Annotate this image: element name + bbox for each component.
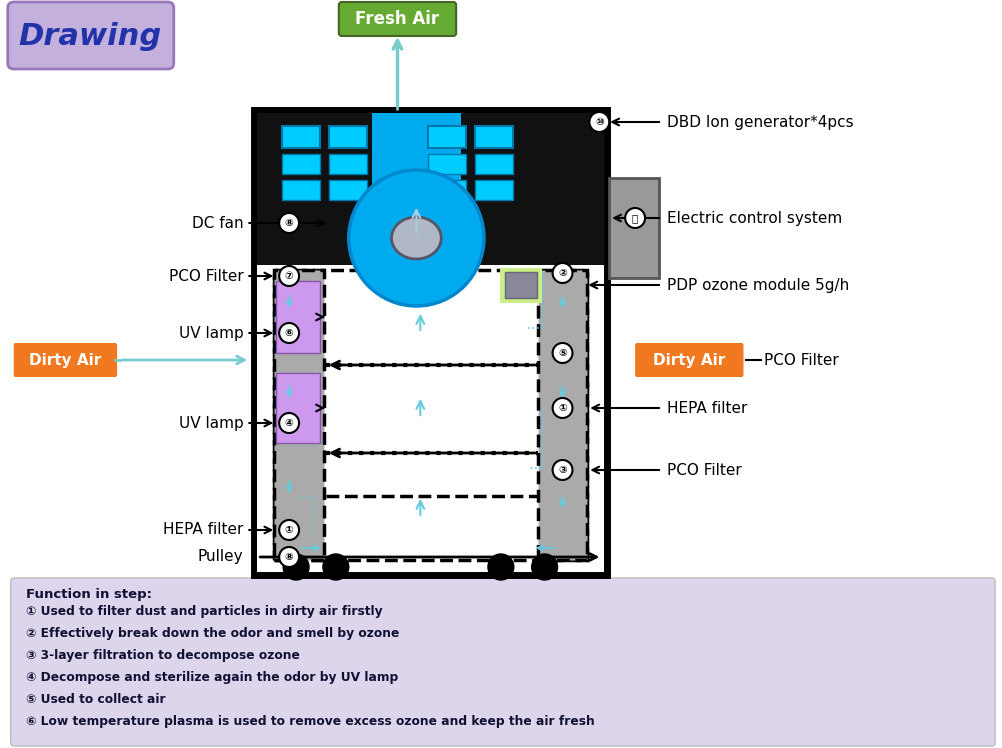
Text: ③ 3-layer filtration to decompose ozone: ③ 3-layer filtration to decompose ozone — [26, 649, 300, 662]
Text: ②: ② — [558, 268, 567, 278]
Bar — [277, 373, 320, 443]
Text: ⑧: ⑧ — [285, 552, 294, 562]
Circle shape — [323, 554, 349, 580]
Text: HEPA filter: HEPA filter — [667, 400, 747, 415]
Text: ⑪: ⑪ — [632, 213, 638, 223]
Text: Pulley: Pulley — [197, 550, 243, 565]
Ellipse shape — [392, 217, 441, 259]
Text: Function in step:: Function in step: — [26, 588, 151, 601]
Bar — [505, 272, 537, 298]
Circle shape — [552, 263, 572, 283]
Circle shape — [488, 554, 514, 580]
FancyBboxPatch shape — [339, 2, 456, 36]
Circle shape — [532, 554, 557, 580]
FancyBboxPatch shape — [8, 2, 173, 69]
Bar — [538, 270, 587, 560]
Text: Fresh Air: Fresh Air — [356, 10, 440, 28]
Text: DC fan: DC fan — [191, 215, 243, 230]
Text: PCO Filter: PCO Filter — [168, 269, 243, 283]
Text: ①: ① — [285, 525, 294, 535]
Circle shape — [552, 343, 572, 363]
Text: ⑥ Low temperature plasma is used to remove excess ozone and keep the air fresh: ⑥ Low temperature plasma is used to remo… — [26, 715, 594, 728]
Text: Drawing: Drawing — [19, 22, 162, 51]
Bar — [609, 178, 659, 278]
Circle shape — [552, 460, 572, 480]
Text: ⑥: ⑥ — [285, 328, 294, 338]
Circle shape — [280, 266, 299, 286]
Circle shape — [280, 520, 299, 540]
Bar — [283, 180, 320, 200]
Circle shape — [284, 554, 309, 580]
Text: ⑤: ⑤ — [558, 348, 567, 358]
Bar — [275, 270, 324, 560]
Bar — [475, 180, 513, 200]
Text: Dirty Air: Dirty Air — [653, 352, 725, 367]
Text: ⑤ Used to collect air: ⑤ Used to collect air — [26, 693, 165, 706]
Circle shape — [280, 413, 299, 433]
Bar — [329, 126, 367, 148]
Circle shape — [552, 398, 572, 418]
Text: HEPA filter: HEPA filter — [163, 523, 243, 538]
Text: ④: ④ — [285, 418, 294, 428]
Circle shape — [280, 213, 299, 233]
Bar — [428, 180, 466, 200]
FancyBboxPatch shape — [11, 578, 995, 746]
Bar — [275, 270, 587, 560]
Bar — [277, 281, 320, 353]
Bar — [372, 113, 461, 265]
Bar — [329, 180, 367, 200]
Circle shape — [280, 323, 299, 343]
Text: ① Used to filter dust and particles in dirty air firstly: ① Used to filter dust and particles in d… — [26, 605, 382, 618]
Text: PCO Filter: PCO Filter — [765, 352, 839, 367]
Text: ⑦: ⑦ — [285, 271, 294, 281]
Circle shape — [589, 112, 609, 132]
Bar — [428, 154, 466, 174]
Text: Dirty Air: Dirty Air — [29, 352, 101, 367]
Bar — [255, 110, 607, 575]
Circle shape — [349, 170, 484, 306]
Bar — [283, 154, 320, 174]
Bar — [500, 268, 542, 303]
Text: ⑧: ⑧ — [285, 218, 294, 228]
Bar — [283, 126, 320, 148]
Text: ①: ① — [558, 403, 567, 413]
Text: Electric control system: Electric control system — [667, 210, 843, 225]
Circle shape — [625, 208, 645, 228]
Circle shape — [280, 547, 299, 567]
Bar — [428, 126, 466, 148]
Text: ② Effectively break down the odor and smell by ozone: ② Effectively break down the odor and sm… — [26, 627, 399, 640]
Text: DBD Ion generator*4pcs: DBD Ion generator*4pcs — [667, 114, 854, 129]
FancyBboxPatch shape — [14, 343, 117, 377]
Text: ③: ③ — [558, 465, 567, 475]
Text: ④ Decompose and sterilize again the odor by UV lamp: ④ Decompose and sterilize again the odor… — [26, 671, 398, 684]
Bar — [475, 154, 513, 174]
Text: UV lamp: UV lamp — [178, 325, 243, 340]
Bar — [329, 154, 367, 174]
Text: PCO Filter: PCO Filter — [667, 462, 741, 477]
FancyBboxPatch shape — [635, 343, 743, 377]
Text: PDP ozone module 5g/h: PDP ozone module 5g/h — [667, 278, 849, 292]
Bar — [475, 126, 513, 148]
Bar — [258, 113, 604, 265]
Text: UV lamp: UV lamp — [178, 415, 243, 431]
Text: ⑩: ⑩ — [595, 117, 603, 127]
Bar — [258, 265, 604, 572]
